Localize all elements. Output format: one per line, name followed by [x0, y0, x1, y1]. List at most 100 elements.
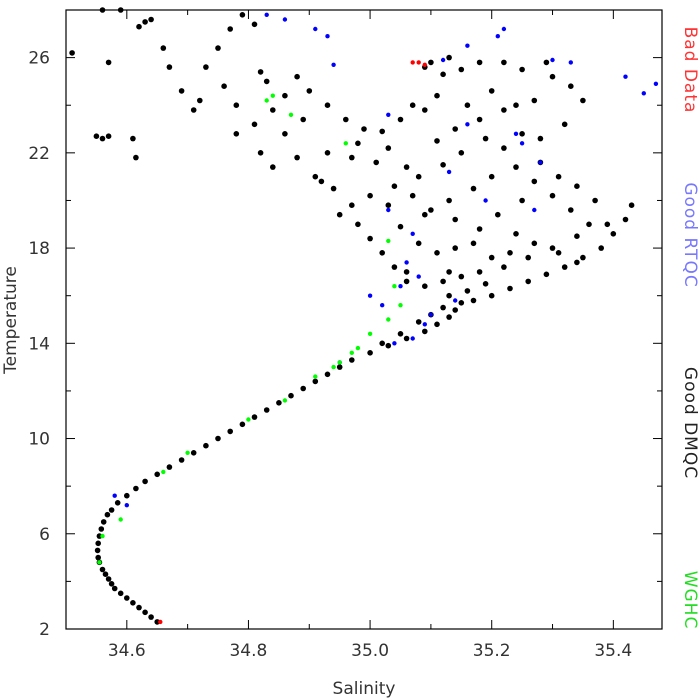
- data-point: [349, 154, 355, 161]
- data-point: [142, 478, 148, 485]
- data-point: [538, 160, 543, 165]
- data-point: [452, 126, 459, 132]
- data-point: [343, 141, 348, 146]
- data-point: [398, 284, 403, 289]
- data-point: [470, 240, 477, 247]
- data-point: [349, 202, 355, 208]
- data-point: [190, 107, 197, 113]
- data-point: [446, 169, 452, 175]
- data-point: [227, 26, 233, 32]
- data-point: [379, 128, 386, 135]
- data-point: [488, 292, 495, 299]
- data-point: [251, 121, 258, 128]
- data-point: [104, 511, 111, 518]
- data-point: [482, 135, 489, 142]
- data-point: [392, 284, 397, 289]
- data-point: [586, 221, 592, 228]
- data-point: [641, 91, 646, 96]
- data-point: [446, 269, 452, 275]
- data-point: [367, 192, 373, 199]
- data-point: [574, 259, 580, 266]
- data-point: [452, 307, 459, 313]
- data-point: [105, 59, 112, 66]
- data-point: [331, 62, 336, 67]
- data-point: [154, 619, 160, 625]
- data-point: [391, 183, 398, 189]
- data-point: [403, 164, 410, 170]
- data-point: [415, 173, 422, 180]
- y-axis-title: Temperature: [1, 266, 21, 375]
- data-point: [294, 73, 300, 80]
- data-point: [282, 398, 288, 403]
- data-point: [324, 102, 331, 108]
- data-point: [282, 131, 288, 137]
- data-point: [282, 92, 288, 99]
- data-point: [452, 216, 459, 223]
- data-point: [336, 364, 343, 370]
- data-point: [532, 207, 537, 213]
- data-point: [428, 207, 434, 213]
- x-tick-label: 35.2: [473, 641, 511, 661]
- data-point: [239, 12, 246, 18]
- data-point: [501, 59, 507, 66]
- data-point: [628, 202, 635, 208]
- data-point: [99, 135, 106, 142]
- data-point: [568, 83, 574, 89]
- data-point: [324, 150, 331, 156]
- data-point: [398, 303, 403, 308]
- x-tick-label: 35.4: [594, 641, 632, 661]
- data-point: [525, 278, 531, 285]
- legend-item: Bad Data: [680, 27, 700, 114]
- data-point: [136, 604, 142, 611]
- data-point: [434, 138, 440, 144]
- data-point: [385, 342, 392, 349]
- data-point: [133, 485, 139, 492]
- data-point: [367, 331, 373, 336]
- data-point: [403, 269, 410, 275]
- data-point: [519, 141, 525, 146]
- data-point: [355, 345, 361, 351]
- data-point: [397, 331, 404, 337]
- data-point: [404, 260, 409, 265]
- data-point: [561, 264, 568, 270]
- data-point: [531, 240, 538, 247]
- data-point: [336, 211, 343, 218]
- x-tick-label: 34.8: [229, 641, 267, 661]
- data-point: [148, 16, 154, 23]
- data-point: [392, 341, 397, 346]
- y-tick-label: 22: [28, 144, 50, 164]
- data-point: [555, 250, 562, 256]
- data-point: [476, 59, 483, 66]
- data-point: [197, 97, 203, 104]
- data-points-layer: [69, 7, 659, 625]
- data-point: [239, 421, 246, 428]
- data-point: [160, 45, 167, 51]
- data-point: [251, 414, 258, 420]
- data-point: [108, 581, 115, 587]
- x-axis-title: Salinity: [333, 679, 396, 699]
- data-point: [263, 407, 270, 413]
- data-point: [386, 207, 391, 213]
- data-point: [464, 288, 471, 294]
- data-point: [136, 23, 142, 30]
- data-point: [458, 273, 465, 280]
- data-point: [270, 93, 275, 98]
- data-point: [288, 392, 294, 399]
- data-point: [380, 303, 385, 308]
- data-point: [501, 145, 507, 151]
- data-point: [501, 107, 507, 113]
- plot-frame: [65, 9, 663, 630]
- data-point: [288, 112, 294, 118]
- data-point: [105, 133, 112, 139]
- data-point: [501, 26, 507, 32]
- data-point: [488, 254, 495, 261]
- data-point: [300, 116, 307, 123]
- data-point: [312, 378, 319, 385]
- data-point: [465, 122, 470, 127]
- data-point: [233, 131, 240, 137]
- data-point: [161, 469, 166, 475]
- data-point: [446, 314, 452, 320]
- data-point: [95, 554, 101, 561]
- axis-ticks: [65, 9, 662, 630]
- data-point: [403, 278, 410, 285]
